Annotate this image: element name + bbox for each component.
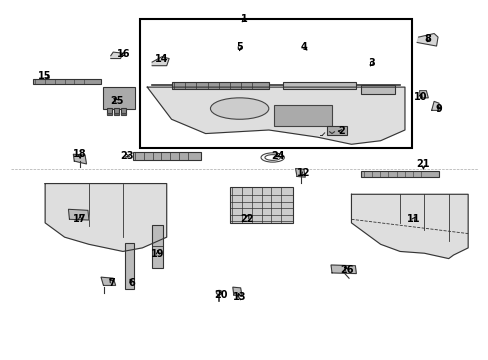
- Bar: [229, 187, 292, 223]
- Bar: [140, 19, 411, 148]
- Bar: [152, 225, 163, 267]
- Text: 25: 25: [110, 96, 123, 107]
- Polygon shape: [111, 52, 122, 59]
- Text: 19: 19: [151, 249, 164, 259]
- Text: 4: 4: [300, 42, 306, 52]
- Text: 14: 14: [155, 54, 168, 64]
- Polygon shape: [73, 154, 86, 164]
- Text: 8: 8: [424, 34, 431, 44]
- Ellipse shape: [216, 291, 222, 295]
- Ellipse shape: [210, 98, 268, 119]
- Text: 3: 3: [368, 58, 374, 68]
- Bar: [171, 82, 268, 89]
- Text: 17: 17: [73, 213, 87, 224]
- Text: 21: 21: [416, 159, 429, 169]
- Polygon shape: [351, 194, 467, 258]
- Bar: [283, 82, 356, 89]
- Bar: [121, 108, 125, 114]
- Polygon shape: [45, 184, 166, 251]
- Text: 5: 5: [236, 42, 243, 52]
- Bar: [107, 108, 112, 114]
- Text: 26: 26: [339, 265, 353, 275]
- Bar: [114, 108, 119, 114]
- Bar: [125, 243, 134, 289]
- Polygon shape: [101, 277, 116, 285]
- Polygon shape: [419, 91, 427, 98]
- Bar: [121, 113, 125, 115]
- Text: 9: 9: [435, 104, 442, 113]
- Text: 20: 20: [214, 290, 227, 300]
- Text: 7: 7: [109, 278, 115, 288]
- Text: 15: 15: [39, 71, 52, 81]
- Polygon shape: [416, 33, 437, 46]
- Text: 13: 13: [232, 292, 246, 302]
- Text: 12: 12: [297, 168, 310, 178]
- Bar: [132, 153, 201, 160]
- Bar: [326, 126, 346, 135]
- Polygon shape: [232, 287, 242, 296]
- Text: 24: 24: [270, 151, 284, 161]
- Text: 22: 22: [240, 213, 253, 224]
- Bar: [273, 105, 331, 126]
- Polygon shape: [147, 87, 404, 144]
- Bar: [114, 113, 119, 115]
- Text: 10: 10: [413, 92, 427, 102]
- Polygon shape: [68, 209, 89, 220]
- Bar: [33, 78, 101, 84]
- Bar: [107, 113, 112, 115]
- Text: 23: 23: [120, 151, 133, 161]
- Polygon shape: [330, 265, 356, 274]
- Text: 16: 16: [117, 49, 130, 59]
- Text: 2: 2: [338, 126, 345, 136]
- Polygon shape: [152, 57, 169, 66]
- Bar: [361, 171, 438, 177]
- Text: 18: 18: [73, 149, 87, 159]
- Text: 1: 1: [241, 14, 247, 24]
- Text: 11: 11: [406, 214, 420, 224]
- Bar: [361, 85, 394, 94]
- Polygon shape: [431, 102, 438, 111]
- Text: 6: 6: [128, 278, 135, 288]
- Polygon shape: [295, 168, 305, 177]
- Bar: [103, 87, 135, 109]
